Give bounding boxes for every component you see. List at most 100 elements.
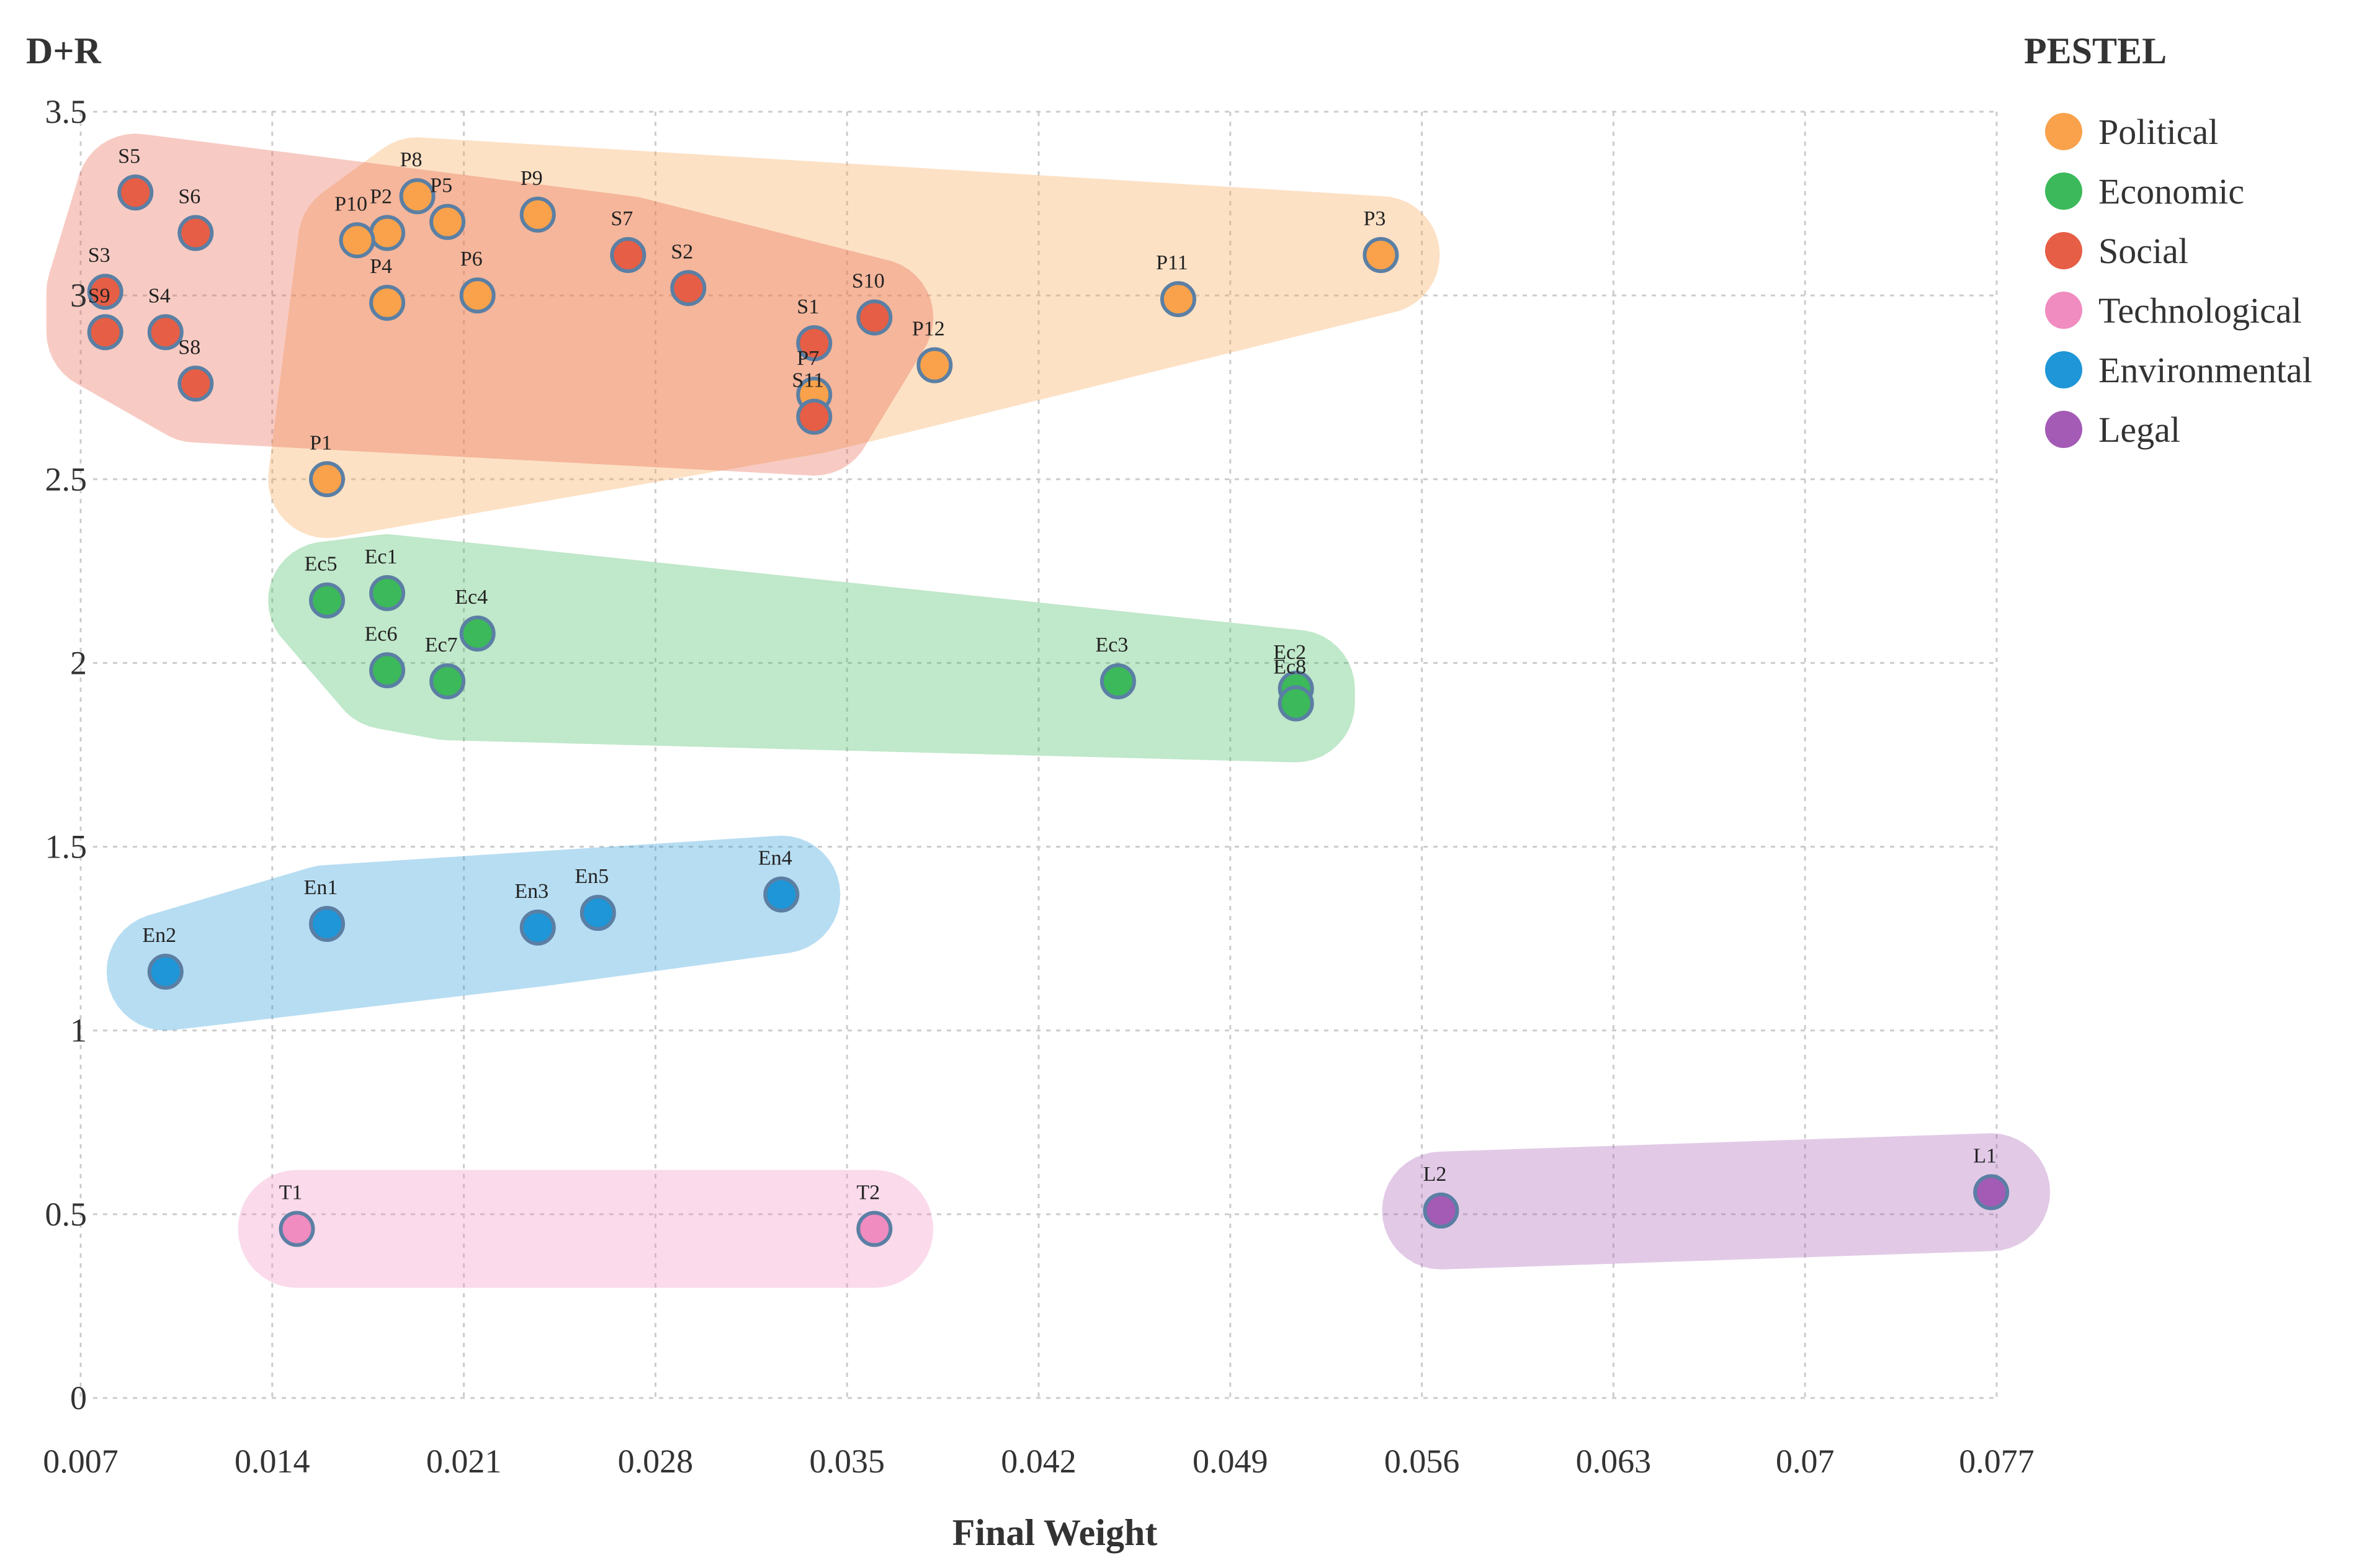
- point-s3: [87, 274, 123, 310]
- point-label-en3: En3: [514, 880, 548, 903]
- point-ec4: [459, 616, 496, 652]
- legend-item-political: Political: [2098, 112, 2218, 152]
- point-label-p7: P7: [797, 347, 819, 370]
- point-s1: [796, 325, 833, 362]
- point-label-s9: S9: [88, 284, 110, 307]
- point-l2: [1423, 1192, 1459, 1229]
- point-s4: [147, 314, 184, 351]
- point-label-p10: P10: [334, 192, 367, 215]
- x-tick-label: 0.028: [618, 1443, 694, 1480]
- point-label-ec3: Ec3: [1096, 634, 1129, 656]
- point-label-p2: P2: [370, 185, 392, 208]
- legend-title: PESTEL: [2024, 30, 2167, 71]
- point-label-s7: S7: [611, 207, 633, 230]
- point-ec6: [369, 652, 406, 689]
- point-label-l1: L1: [1973, 1144, 1997, 1167]
- legend-item-legal: Legal: [2098, 410, 2180, 450]
- y-tick-label: 1.5: [45, 828, 87, 866]
- point-label-p1: P1: [310, 431, 332, 454]
- point-t1: [279, 1211, 315, 1247]
- point-label-p3: P3: [1363, 207, 1385, 230]
- point-p9: [519, 196, 556, 233]
- point-label-s8: S8: [178, 336, 200, 359]
- point-labels: P1 P2 P3 P4 P5 P6 P7 P8 P9 P10 P11 P12 Ec1 Ec2 Ec3 Ec4 E…: [88, 145, 1997, 1204]
- point-ec1: [369, 575, 406, 611]
- point-label-p9: P9: [521, 167, 543, 190]
- point-label-ec4: Ec4: [455, 586, 488, 609]
- legend-item-social: Social: [2098, 231, 2188, 271]
- point-label-p6: P6: [460, 248, 483, 271]
- point-p12: [916, 347, 953, 383]
- legend-item-technological: Technological: [2098, 290, 2302, 331]
- point-p4: [369, 284, 406, 321]
- point-p8: [399, 178, 436, 215]
- point-s6: [177, 215, 214, 251]
- point-p11: [1160, 281, 1196, 318]
- x-tick-label: 0.007: [43, 1443, 119, 1480]
- x-tick-label: 0.014: [235, 1443, 310, 1480]
- y-tick-label: 2: [70, 644, 87, 681]
- cluster-hulls: [46, 133, 2051, 1288]
- cluster-political: [268, 137, 1440, 539]
- point-label-s4: S4: [148, 284, 171, 307]
- point-ec5: [309, 582, 346, 619]
- point-label-s6: S6: [178, 185, 200, 208]
- y-tick-labels: 0 0.5 1 1.5 2 2.5 3 3.5: [45, 93, 87, 1417]
- point-label-p5: P5: [430, 174, 452, 197]
- point-t2: [856, 1211, 893, 1247]
- point-p5: [429, 204, 466, 240]
- legend-swatch-environmental: [2045, 351, 2082, 388]
- data-points: [87, 174, 2010, 1247]
- point-p10: [339, 222, 375, 259]
- point-s9: [87, 314, 123, 351]
- legend-swatch-economic: [2045, 172, 2082, 210]
- legend-swatch-political: [2045, 113, 2082, 150]
- y-tick-label: 3: [70, 277, 87, 314]
- legend-item-economic: Economic: [2098, 171, 2244, 212]
- point-label-s5: S5: [118, 145, 140, 168]
- point-label-ec6: Ec6: [365, 622, 398, 645]
- legend-swatch-social: [2045, 232, 2082, 269]
- point-label-ec7: Ec7: [425, 634, 458, 656]
- point-label-en2: En2: [142, 924, 176, 947]
- legend-swatch-legal: [2045, 411, 2082, 448]
- point-ec7: [429, 663, 466, 700]
- point-p3: [1363, 236, 1399, 273]
- point-label-s10: S10: [852, 270, 885, 293]
- point-s5: [117, 174, 154, 211]
- x-tick-label: 0.063: [1576, 1443, 1652, 1480]
- legend-swatch-technological: [2045, 292, 2082, 329]
- point-p1: [309, 461, 346, 498]
- x-tick-label: 0.077: [1959, 1443, 2034, 1480]
- point-label-l2: L2: [1423, 1163, 1447, 1186]
- cluster-legal: [1382, 1133, 2051, 1270]
- x-tick-label: 0.049: [1193, 1443, 1268, 1480]
- cluster-environmental: [106, 835, 841, 1031]
- y-tick-label: 2.5: [45, 460, 87, 498]
- point-s10: [856, 299, 893, 336]
- point-p2: [369, 215, 406, 251]
- cluster-technological: [238, 1170, 934, 1288]
- point-s7: [610, 236, 647, 273]
- legend: PESTEL Political Economic Social Technologi…: [2024, 30, 2312, 450]
- x-tick-label: 0.035: [809, 1443, 885, 1480]
- point-label-ec1: Ec1: [365, 545, 398, 568]
- legend-item-environmental: Environmental: [2098, 350, 2312, 390]
- point-l1: [1973, 1174, 2010, 1211]
- point-label-p12: P12: [912, 318, 945, 341]
- x-tick-label: 0.07: [1776, 1443, 1835, 1480]
- point-s11: [796, 398, 833, 435]
- point-label-p4: P4: [370, 255, 392, 278]
- y-tick-label: 0.5: [45, 1196, 87, 1233]
- x-tick-label: 0.042: [1001, 1443, 1077, 1480]
- point-label-s1: S1: [797, 295, 819, 318]
- x-tick-label: 0.021: [426, 1443, 502, 1480]
- point-en4: [763, 876, 800, 913]
- point-label-p8: P8: [400, 148, 423, 171]
- point-label-en1: En1: [304, 876, 338, 899]
- x-tick-label: 0.056: [1384, 1443, 1460, 1480]
- point-en3: [519, 909, 556, 946]
- point-label-s11: S11: [792, 369, 824, 392]
- point-label-en4: En4: [758, 847, 792, 870]
